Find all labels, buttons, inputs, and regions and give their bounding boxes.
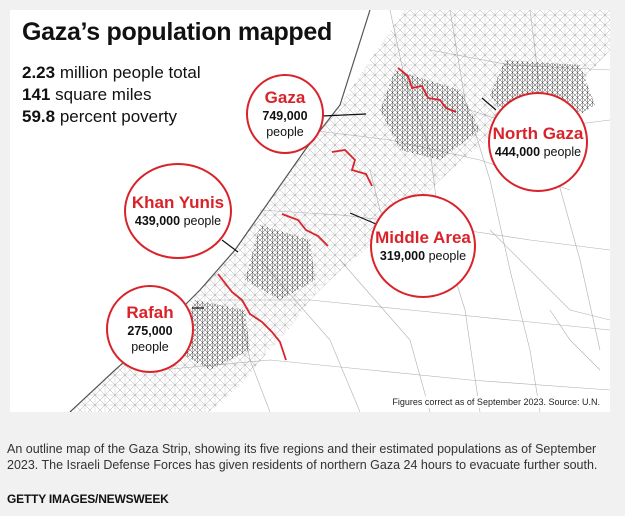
region-unit: people [266, 125, 304, 139]
region-khan-yunis: Khan Yunis 439,000 people [124, 163, 232, 259]
stats-block: 2.23 million people total 141 square mil… [22, 62, 201, 128]
region-unit: people [131, 340, 169, 354]
region-name: North Gaza [492, 124, 584, 143]
region-name: Khan Yunis [131, 193, 225, 212]
image-credit: GETTY IMAGES/NEWSWEEK [7, 492, 169, 506]
region-name: Middle Area [375, 228, 471, 247]
region-population: 439,000 people [134, 214, 222, 228]
stat-population: 2.23 million people total [22, 62, 201, 84]
leader-middle-area [349, 212, 377, 225]
urban-cluster-gaza [380, 70, 480, 160]
stat-label: million people total [59, 63, 201, 82]
leader-lines [192, 97, 497, 309]
region-population: 749,000 [262, 109, 308, 123]
region-population: 319,000 people [379, 249, 467, 263]
region-name: Rafah [126, 303, 174, 322]
stat-value: 2.23 [22, 63, 56, 82]
stat-area: 141 square miles [22, 84, 201, 106]
region-borders [217, 67, 457, 361]
leader-north-gaza [481, 97, 497, 111]
stat-poverty: 59.8 percent poverty [22, 106, 201, 128]
gaza-map: Gaza’s population mapped 2.23 million pe… [10, 10, 610, 412]
urban-cluster-rafah [175, 300, 250, 370]
border-gaza-middle [331, 149, 373, 187]
region-population: 275,000 [127, 324, 173, 338]
leader-khan-yunis [221, 239, 239, 253]
border-khan-yunis-rafah [217, 273, 287, 361]
stat-value: 141 [22, 85, 51, 104]
region-gaza: Gaza 749,000 people [246, 74, 324, 154]
leader-gaza [321, 113, 367, 117]
stat-value: 59.8 [22, 107, 56, 126]
region-name: Gaza [264, 88, 306, 107]
stat-label: percent poverty [59, 107, 178, 126]
border-middle-khan-yunis [281, 213, 329, 247]
region-rafah: Rafah 275,000 people [106, 285, 194, 373]
map-title: Gaza’s population mapped [22, 18, 332, 46]
region-population: 444,000 people [494, 145, 582, 159]
image-caption: An outline map of the Gaza Strip, showin… [7, 442, 598, 472]
urban-cluster-khan-yunis [245, 225, 315, 300]
region-north-gaza: North Gaza 444,000 people [488, 92, 588, 192]
region-middle-area: Middle Area 319,000 people [370, 194, 476, 298]
border-north-gaza [397, 67, 457, 113]
stat-label: square miles [55, 85, 152, 104]
source-note: Figures correct as of September 2023. So… [390, 396, 602, 408]
